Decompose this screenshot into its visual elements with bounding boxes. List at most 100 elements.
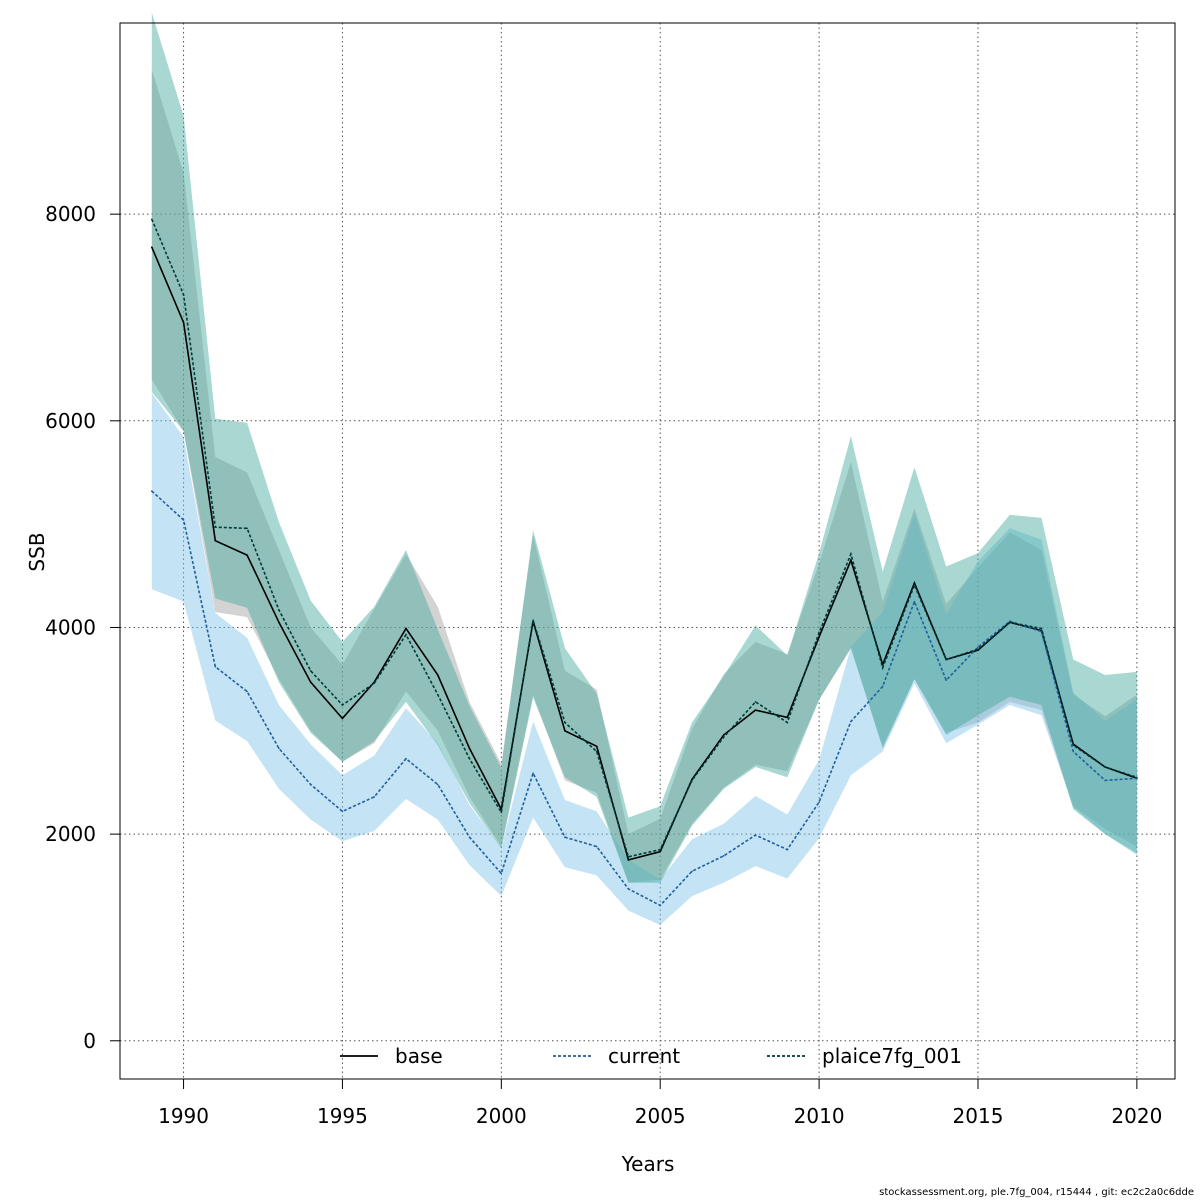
points-plaice7fg_001 bbox=[150, 218, 1138, 858]
point-plaice7fg_001-1997 bbox=[405, 633, 407, 636]
point-current-2011 bbox=[850, 720, 852, 723]
point-plaice7fg_001-1990 bbox=[182, 293, 185, 296]
point-current-2009 bbox=[786, 848, 789, 851]
point-current-2008 bbox=[754, 834, 757, 836]
point-plaice7fg_001-2006 bbox=[691, 779, 693, 782]
point-current-2003 bbox=[595, 845, 598, 848]
point-current-1998 bbox=[436, 783, 439, 786]
legend-label-base: base bbox=[395, 1044, 443, 1068]
point-plaice7fg_001-2012 bbox=[881, 666, 884, 669]
legend-label-plaice7fg_001: plaice7fg_001 bbox=[822, 1044, 962, 1068]
point-plaice7fg_001-1989 bbox=[150, 218, 153, 221]
point-current-2002 bbox=[564, 836, 566, 839]
x-tick-label-2015: 2015 bbox=[953, 1104, 1004, 1128]
x-tick-label-1990: 1990 bbox=[158, 1104, 209, 1128]
point-current-2001 bbox=[532, 772, 534, 774]
point-plaice7fg_001-2015 bbox=[977, 648, 979, 650]
point-plaice7fg_001-2005 bbox=[659, 848, 662, 851]
point-plaice7fg_001-1992 bbox=[246, 527, 248, 530]
point-plaice7fg_001-1998 bbox=[436, 693, 439, 696]
point-base-2008 bbox=[754, 709, 757, 711]
point-base-2009 bbox=[786, 716, 789, 719]
x-tick-label-2000: 2000 bbox=[476, 1104, 527, 1128]
band-base bbox=[151, 69, 1137, 883]
point-base-2003 bbox=[595, 745, 598, 748]
point-base-2002 bbox=[564, 729, 566, 732]
point-current-1993 bbox=[278, 747, 280, 750]
legend: base current plaice7fg_001 bbox=[340, 1044, 962, 1068]
y-tick-label-6000: 6000 bbox=[45, 409, 96, 433]
point-base-1997 bbox=[405, 627, 407, 630]
y-axis: 0 2000 4000 6000 8000 bbox=[45, 202, 121, 1053]
point-base-2005 bbox=[659, 850, 662, 853]
y-axis-title: SSB bbox=[25, 532, 49, 571]
x-tick-label-2010: 2010 bbox=[794, 1104, 845, 1128]
point-base-1992 bbox=[246, 554, 248, 556]
point-plaice7fg_001-1991 bbox=[214, 526, 217, 529]
point-current-2004 bbox=[627, 888, 630, 890]
point-plaice7fg_001-2003 bbox=[595, 750, 598, 753]
line-plaice7fg_001 bbox=[151, 218, 1138, 858]
line-current bbox=[151, 490, 1137, 907]
point-current-1996 bbox=[373, 796, 376, 798]
point-plaice7fg_001-2017 bbox=[1040, 627, 1043, 630]
point-plaice7fg_001-2004 bbox=[627, 856, 630, 858]
y-tick-label-8000: 8000 bbox=[45, 202, 96, 226]
confidence-bands bbox=[151, 12, 1137, 925]
band-current bbox=[151, 392, 1137, 925]
point-current-1991 bbox=[214, 665, 217, 668]
point-plaice7fg_001-1994 bbox=[309, 670, 312, 672]
point-current-2000 bbox=[500, 872, 503, 875]
point-plaice7fg_001-2009 bbox=[786, 721, 789, 724]
y-tick-label-0: 0 bbox=[83, 1029, 96, 1053]
point-base-1989 bbox=[150, 246, 153, 249]
point-base-2010 bbox=[818, 635, 820, 638]
point-base-2011 bbox=[850, 559, 852, 562]
point-base-1999 bbox=[468, 747, 471, 750]
point-plaice7fg_001-2011 bbox=[850, 553, 852, 555]
y-tick-label-4000: 4000 bbox=[45, 615, 96, 639]
legend-label-current: current bbox=[608, 1044, 680, 1068]
point-current-2018 bbox=[1072, 750, 1075, 753]
point-base-1990 bbox=[182, 321, 185, 324]
point-base-1998 bbox=[436, 674, 439, 676]
point-current-2015 bbox=[977, 646, 979, 648]
point-plaice7fg_001-2008 bbox=[754, 701, 757, 703]
point-plaice7fg_001-1999 bbox=[468, 757, 471, 760]
point-plaice7fg_001-2002 bbox=[564, 721, 566, 724]
point-plaice7fg_001-2000 bbox=[500, 811, 503, 814]
point-current-1999 bbox=[468, 836, 471, 839]
point-plaice7fg_001-2007 bbox=[722, 736, 725, 738]
point-plaice7fg_001-1996 bbox=[373, 682, 376, 685]
point-plaice7fg_001-2016 bbox=[1008, 621, 1011, 624]
x-axis: 1990 1995 2000 2005 2010 2015 2020 bbox=[158, 1078, 1162, 1128]
series-lines bbox=[150, 218, 1138, 907]
point-current-2005 bbox=[659, 904, 662, 907]
grid bbox=[120, 23, 1175, 1079]
point-base-2004 bbox=[627, 859, 630, 861]
point-current-2013 bbox=[913, 600, 916, 603]
point-plaice7fg_001-2018 bbox=[1072, 744, 1075, 747]
point-base-1995 bbox=[341, 717, 344, 720]
x-tick-label-1995: 1995 bbox=[317, 1104, 368, 1128]
point-current-1989 bbox=[150, 490, 153, 492]
point-plaice7fg_001-2019 bbox=[1104, 766, 1106, 768]
x-tick-label-2020: 2020 bbox=[1111, 1104, 1162, 1128]
point-plaice7fg_001-2013 bbox=[913, 584, 916, 586]
point-plaice7fg_001-1993 bbox=[278, 609, 280, 611]
point-current-1992 bbox=[246, 690, 248, 693]
point-base-2007 bbox=[722, 734, 725, 736]
point-current-2007 bbox=[722, 855, 725, 857]
y-tick-label-2000: 2000 bbox=[45, 822, 96, 846]
point-current-2019 bbox=[1104, 779, 1106, 782]
point-current-2010 bbox=[818, 801, 820, 803]
point-plaice7fg_001-2014 bbox=[945, 658, 948, 661]
point-plaice7fg_001-2010 bbox=[818, 631, 820, 634]
point-base-1991 bbox=[214, 539, 217, 542]
point-current-2012 bbox=[881, 685, 884, 688]
point-current-2014 bbox=[945, 679, 948, 681]
point-current-1995 bbox=[341, 810, 344, 813]
point-plaice7fg_001-2001 bbox=[532, 619, 534, 622]
point-current-1997 bbox=[405, 757, 407, 760]
